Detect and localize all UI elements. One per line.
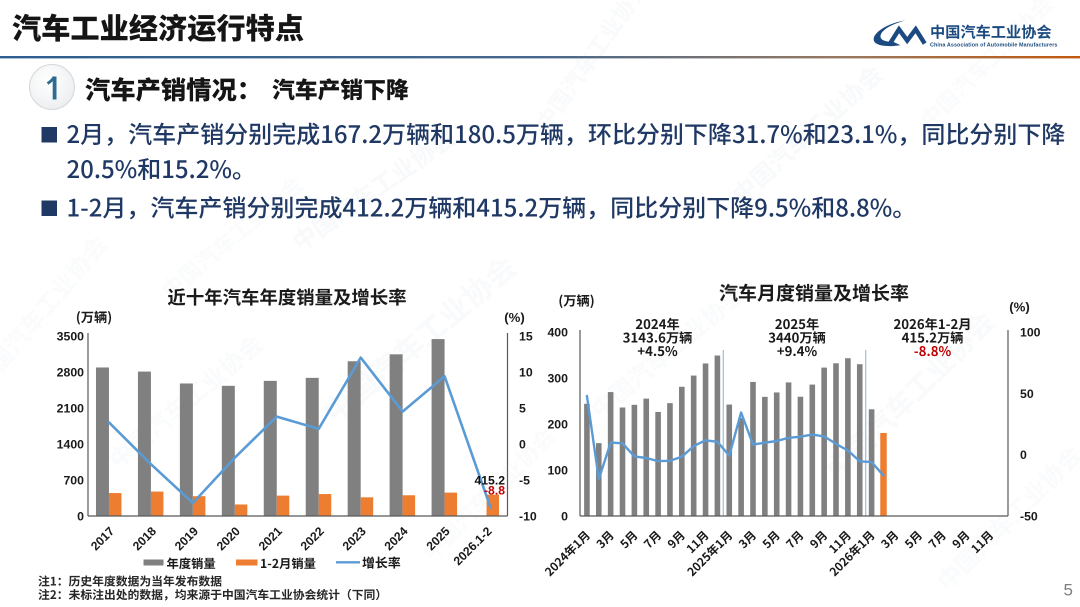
svg-text:50: 50 bbox=[1020, 387, 1034, 401]
svg-text:400: 400 bbox=[547, 326, 568, 340]
svg-text:2019: 2019 bbox=[172, 524, 201, 553]
svg-text:2020: 2020 bbox=[214, 524, 243, 553]
svg-text:10: 10 bbox=[519, 366, 533, 380]
svg-text:(%): (%) bbox=[1009, 300, 1030, 315]
svg-text:100: 100 bbox=[1020, 326, 1041, 340]
svg-text:2023: 2023 bbox=[340, 524, 369, 553]
svg-text:2021: 2021 bbox=[256, 524, 285, 553]
svg-text:(%): (%) bbox=[504, 310, 525, 325]
svg-text:3500: 3500 bbox=[57, 330, 85, 344]
svg-text:0: 0 bbox=[561, 510, 568, 524]
svg-text:2800: 2800 bbox=[57, 366, 85, 380]
svg-text:1400: 1400 bbox=[57, 438, 85, 452]
svg-text:200: 200 bbox=[547, 418, 568, 432]
svg-text:300: 300 bbox=[547, 372, 568, 386]
svg-text:5: 5 bbox=[519, 402, 526, 416]
svg-text:0: 0 bbox=[77, 510, 84, 524]
svg-text:2017: 2017 bbox=[88, 524, 117, 553]
svg-text:15: 15 bbox=[519, 330, 533, 344]
svg-text:0: 0 bbox=[519, 438, 526, 452]
svg-text:100: 100 bbox=[547, 464, 568, 478]
svg-text:2100: 2100 bbox=[57, 402, 85, 416]
svg-text:-10: -10 bbox=[519, 510, 537, 524]
svg-text:2018: 2018 bbox=[130, 524, 159, 553]
svg-text:0: 0 bbox=[1020, 448, 1027, 462]
svg-text:415.2: 415.2 bbox=[475, 474, 506, 488]
svg-text:-50: -50 bbox=[1020, 510, 1038, 524]
svg-text:2024: 2024 bbox=[382, 524, 411, 553]
svg-text:-8.8: -8.8 bbox=[484, 484, 505, 498]
svg-text:2022: 2022 bbox=[298, 524, 327, 553]
svg-text:700: 700 bbox=[63, 474, 84, 488]
svg-text:-5: -5 bbox=[519, 474, 530, 488]
svg-text:5: 5 bbox=[1064, 581, 1073, 600]
svg-text:China Association of Automobil: China Association of Automobile Manufact… bbox=[930, 43, 1058, 49]
